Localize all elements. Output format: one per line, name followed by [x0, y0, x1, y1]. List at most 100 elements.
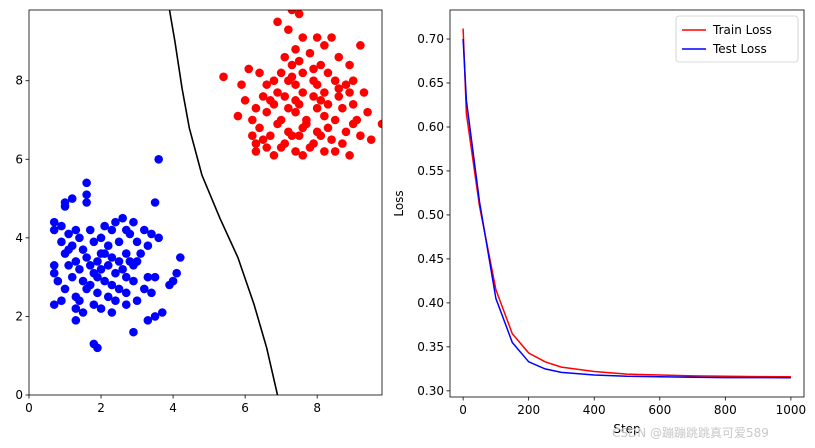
- red-class-point: [262, 143, 272, 152]
- blue-class-point: [82, 190, 91, 199]
- blue-class-point: [57, 221, 66, 231]
- blue-class-point: [78, 245, 88, 254]
- y-tick-label: 4: [15, 231, 23, 245]
- blue-class-point: [78, 308, 88, 317]
- red-class-point: [312, 33, 322, 42]
- legend-box: [675, 15, 799, 63]
- red-class-point: [312, 103, 322, 113]
- red-class-point: [348, 76, 358, 86]
- blue-class-point: [82, 253, 91, 262]
- red-class-point: [251, 103, 261, 113]
- red-class-point: [287, 10, 297, 15]
- x-tick-label: 1000: [776, 403, 807, 417]
- blue-class-point: [78, 276, 88, 286]
- blue-class-point: [125, 229, 135, 239]
- red-class-point: [294, 56, 304, 66]
- red-class-point: [323, 99, 333, 109]
- blue-class-point: [143, 272, 153, 282]
- x-axis-label: Step: [613, 422, 640, 436]
- blue-class-point: [49, 225, 59, 235]
- red-class-point: [273, 17, 282, 27]
- blue-class-point: [75, 264, 84, 274]
- red-class-point: [312, 80, 322, 89]
- x-tick-label: 0: [25, 401, 33, 415]
- test-loss-line: [462, 38, 791, 379]
- blue-class-point: [49, 217, 59, 227]
- red-class-point: [305, 48, 315, 58]
- y-tick-label: 0.70: [417, 32, 444, 46]
- red-class-point: [291, 107, 300, 117]
- blue-class-point: [107, 225, 117, 235]
- blue-class-point: [121, 288, 131, 298]
- red-class-point: [294, 131, 304, 141]
- red-class-point: [269, 76, 279, 86]
- watermark: CSDN @蹦蹦跳跳真可爱589: [612, 426, 769, 440]
- blue-class-point: [71, 304, 81, 313]
- blue-class-point: [71, 225, 81, 235]
- red-class-point: [237, 80, 246, 89]
- blue-class-point: [114, 284, 124, 294]
- blue-class-point: [132, 296, 142, 306]
- red-class-point: [255, 123, 264, 133]
- x-tick-label: 6: [241, 401, 249, 415]
- red-class-point: [338, 139, 347, 148]
- red-class-point: [262, 80, 272, 89]
- blue-class-point: [93, 343, 102, 353]
- red-class-point: [320, 41, 329, 50]
- red-class-point: [280, 92, 290, 101]
- blue-class-point: [93, 257, 102, 266]
- blue-class-point: [100, 221, 109, 231]
- blue-class-point: [85, 225, 95, 235]
- y-axis-label: Loss: [392, 190, 406, 216]
- red-class-point: [298, 151, 308, 160]
- blue-class-point: [103, 292, 113, 302]
- blue-class-point: [121, 300, 131, 309]
- red-class-point: [356, 41, 365, 50]
- y-tick-label: 0.45: [417, 252, 444, 266]
- red-class-point: [348, 119, 358, 129]
- red-class-point: [345, 88, 354, 97]
- red-class-point: [298, 88, 308, 97]
- train-loss-line: [462, 28, 791, 378]
- red-class-point: [348, 99, 358, 109]
- red-class-point: [240, 96, 250, 105]
- blue-class-point: [168, 276, 178, 286]
- red-class-point: [316, 60, 326, 70]
- scatter-plot: 0 2 4 6 8 0 2 4 6 8: [15, 9, 383, 415]
- red-class-point: [316, 131, 326, 141]
- x-tick-label: 200: [517, 403, 540, 417]
- red-class-point: [309, 92, 318, 101]
- red-class-point: [284, 103, 293, 113]
- blue-class-point: [111, 217, 120, 227]
- red-class-point: [330, 76, 340, 86]
- blue-class-point: [147, 288, 156, 298]
- blue-class-point: [89, 300, 99, 309]
- blue-class-point: [111, 296, 120, 306]
- red-class-point: [320, 88, 329, 97]
- blue-class-point: [64, 245, 73, 254]
- red-class-point: [316, 96, 326, 105]
- red-class-point: [338, 103, 347, 113]
- red-class-point: [294, 10, 304, 19]
- blue-class-point: [157, 308, 167, 317]
- blue-class-point: [57, 237, 66, 247]
- red-class-point: [291, 80, 300, 89]
- blue-class-point: [49, 300, 59, 309]
- red-class-point: [276, 68, 286, 78]
- blue-class-point: [82, 178, 91, 188]
- red-class-point: [356, 131, 365, 141]
- blue-class-point: [103, 261, 113, 270]
- blue-class-point: [49, 268, 59, 278]
- red-class-point: [377, 119, 382, 129]
- red-class-point: [330, 115, 340, 125]
- blue-class-point: [175, 253, 185, 262]
- y-tick-label: 0.30: [417, 384, 444, 398]
- blue-class-point: [96, 304, 106, 313]
- blue-class-point: [114, 257, 124, 266]
- red-class-point: [248, 131, 257, 141]
- blue-class-point: [139, 284, 149, 294]
- blue-class-point: [136, 249, 145, 258]
- blue-class-point: [57, 296, 66, 306]
- y-tick-label: 0.60: [417, 120, 444, 134]
